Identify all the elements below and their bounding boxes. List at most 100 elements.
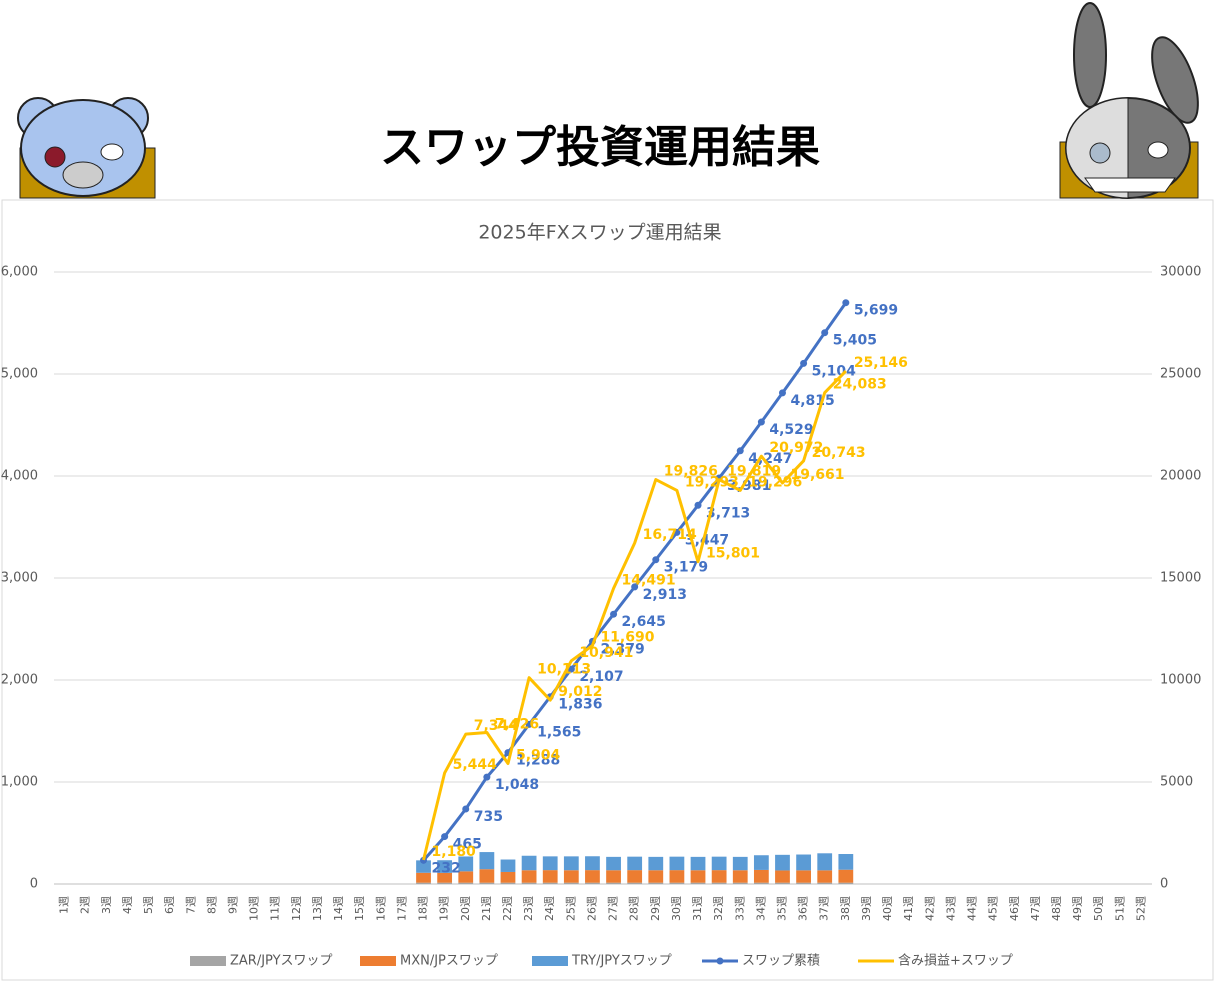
y-tick-label: 1,000 xyxy=(1,775,38,790)
bar xyxy=(838,869,854,883)
data-label: 4,247 xyxy=(748,451,792,467)
x-tick-label: 11週 xyxy=(269,896,282,921)
x-tick-label: 25週 xyxy=(564,896,577,921)
x-tick-label: 39週 xyxy=(860,896,873,921)
data-label: 5,405 xyxy=(833,333,877,349)
data-label: 735 xyxy=(474,809,503,825)
y2-tick-label: 15000 xyxy=(1160,571,1201,586)
x-tick-label: 8週 xyxy=(205,896,218,914)
x-tick-label: 1週 xyxy=(58,896,71,914)
bar xyxy=(690,882,706,884)
x-tick-label: 5週 xyxy=(142,896,155,914)
bar xyxy=(437,860,453,873)
bar xyxy=(648,856,664,871)
x-tick-label: 16週 xyxy=(374,896,387,921)
line xyxy=(422,369,847,861)
line-marker xyxy=(778,389,786,397)
bar xyxy=(711,870,727,883)
x-tick-label: 50週 xyxy=(1092,896,1105,921)
x-tick-label: 2週 xyxy=(79,896,92,914)
data-label: 4,529 xyxy=(769,422,813,438)
data-label: 465 xyxy=(453,837,482,853)
bar xyxy=(416,872,431,883)
x-tick-label: 49週 xyxy=(1071,896,1084,921)
bar xyxy=(627,870,643,883)
bar xyxy=(753,869,769,883)
data-label: 19,296 xyxy=(748,474,802,490)
legend-swatch xyxy=(360,956,396,966)
bar xyxy=(775,882,790,884)
bar xyxy=(458,882,474,884)
x-tick-label: 12週 xyxy=(290,896,303,921)
x-tick-label: 29週 xyxy=(649,896,662,921)
x-tick-label: 6週 xyxy=(163,896,176,914)
data-label: 19,661 xyxy=(790,467,844,483)
legend-swatch xyxy=(190,956,226,966)
x-tick-label: 10週 xyxy=(248,896,261,921)
x-tick-label: 48週 xyxy=(1050,896,1063,921)
legend-label: MXN/JPスワップ xyxy=(400,954,498,969)
line-marker xyxy=(800,359,808,367)
y2-tick-label: 20000 xyxy=(1160,469,1201,484)
line-marker xyxy=(842,299,850,307)
y2-tick-label: 30000 xyxy=(1160,265,1201,280)
x-tick-label: 4週 xyxy=(121,896,134,914)
data-label: 7,426 xyxy=(495,717,539,733)
bar xyxy=(627,882,643,884)
x-tick-label: 46週 xyxy=(1008,896,1021,921)
y-tick-label: 5,000 xyxy=(1,367,38,382)
bar xyxy=(416,882,431,884)
bar xyxy=(521,882,537,884)
bar xyxy=(606,882,621,884)
bar xyxy=(500,882,516,884)
x-tick-label: 3週 xyxy=(100,896,113,914)
bar xyxy=(753,882,769,884)
data-label: 232 xyxy=(432,860,461,876)
x-tick-label: 35週 xyxy=(775,896,788,921)
y-tick-label: 2,000 xyxy=(1,673,38,688)
data-label: 16,714 xyxy=(643,527,697,543)
data-label: 14,491 xyxy=(622,572,676,588)
chart-title: 2025年FXスワップ運用結果 xyxy=(478,222,721,244)
x-tick-label: 40週 xyxy=(881,896,894,921)
bar xyxy=(627,856,643,871)
y-tick-label: 0 xyxy=(30,877,38,892)
data-label: 1,565 xyxy=(537,724,581,740)
bar xyxy=(669,882,685,884)
x-tick-label: 26週 xyxy=(585,896,598,921)
data-label: 1,836 xyxy=(558,697,602,713)
bar xyxy=(817,870,833,883)
bar xyxy=(585,856,600,871)
line-marker xyxy=(462,805,470,813)
x-tick-label: 24週 xyxy=(543,896,556,921)
data-label: 1,048 xyxy=(495,777,539,793)
x-tick-label: 14週 xyxy=(332,896,345,921)
y2-tick-label: 10000 xyxy=(1160,673,1201,688)
y-tick-label: 6,000 xyxy=(1,265,38,280)
x-tick-label: 22週 xyxy=(501,896,514,921)
data-label: 10,113 xyxy=(537,662,591,678)
x-tick-label: 30週 xyxy=(670,896,683,921)
data-label: 19,826 xyxy=(664,464,718,480)
data-label: 3,179 xyxy=(664,560,708,576)
bar xyxy=(690,870,706,883)
data-label: 5,104 xyxy=(812,363,857,379)
data-label: 2,645 xyxy=(622,614,666,630)
bar xyxy=(606,870,621,883)
bar xyxy=(563,856,579,871)
x-tick-label: 47週 xyxy=(1029,896,1042,921)
x-tick-label: 28週 xyxy=(628,896,641,921)
x-tick-label: 45週 xyxy=(987,896,1000,921)
legend-label: スワップ累積 xyxy=(742,954,820,969)
bar xyxy=(817,882,833,884)
x-tick-label: 32週 xyxy=(712,896,725,921)
bar xyxy=(479,852,495,870)
bar xyxy=(796,870,811,883)
page-title: スワップ投資運用結果 xyxy=(380,122,820,173)
x-tick-label: 27週 xyxy=(607,896,620,921)
line-marker xyxy=(652,556,660,564)
data-label: 2,107 xyxy=(579,669,623,685)
x-tick-label: 7週 xyxy=(184,896,197,914)
x-tick-label: 33週 xyxy=(733,896,746,921)
x-tick-label: 18週 xyxy=(417,896,430,921)
